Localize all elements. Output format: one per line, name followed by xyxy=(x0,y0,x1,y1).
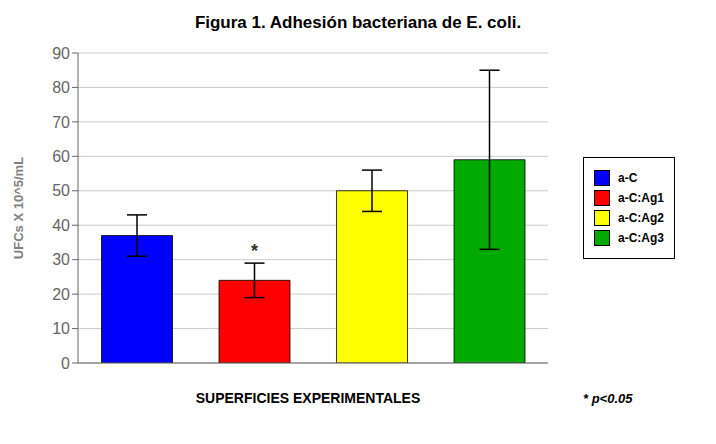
html-text:Figura 1. Adhesión bacteriana: Figura 1. Adhesión bacteriana de E. coli… xyxy=(194,13,522,32)
svg-text:70: 70 xyxy=(52,114,70,131)
svg-text:0: 0 xyxy=(61,355,70,372)
svg-text:UFCs X 10^5/mL: UFCs X 10^5/mL xyxy=(11,157,26,259)
svg-text:20: 20 xyxy=(52,286,70,303)
svg-text:30: 30 xyxy=(52,251,70,268)
html-text:a-C:Ag3: a-C:Ag3 xyxy=(618,231,664,245)
svg-text:10: 10 xyxy=(52,320,70,337)
svg-text:60: 60 xyxy=(52,148,70,165)
svg-text:90: 90 xyxy=(52,45,70,62)
svg-text:*: * xyxy=(251,241,258,261)
html-text:a-C: a-C xyxy=(618,171,638,185)
svg-text:80: 80 xyxy=(52,79,70,96)
html-text:a-C:Ag2: a-C:Ag2 xyxy=(618,211,664,225)
html-text:* p<0.05: * p<0.05 xyxy=(583,391,633,406)
html-text:SUPERFICIES EXPERIMENTALES: SUPERFICIES EXPERIMENTALES xyxy=(195,390,421,406)
svg-text:50: 50 xyxy=(52,182,70,199)
svg-text:40: 40 xyxy=(52,217,70,234)
html-text:a-C:Ag1: a-C:Ag1 xyxy=(618,191,664,205)
